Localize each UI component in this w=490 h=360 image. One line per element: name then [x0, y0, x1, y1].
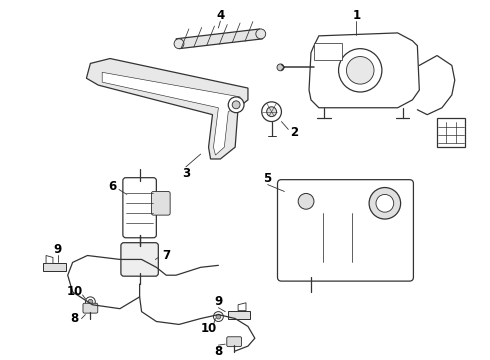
Circle shape: [232, 101, 240, 109]
FancyBboxPatch shape: [123, 178, 156, 238]
Text: 8: 8: [71, 312, 79, 325]
Text: 10: 10: [200, 322, 217, 335]
FancyBboxPatch shape: [227, 337, 242, 347]
Circle shape: [267, 107, 276, 117]
Text: 9: 9: [54, 243, 62, 256]
Circle shape: [174, 39, 184, 49]
Text: 4: 4: [216, 9, 224, 22]
Circle shape: [346, 57, 374, 84]
Circle shape: [298, 193, 314, 209]
Text: 7: 7: [162, 249, 170, 262]
Circle shape: [339, 49, 382, 92]
Circle shape: [376, 194, 394, 212]
Polygon shape: [102, 72, 240, 155]
Text: 3: 3: [182, 167, 190, 180]
FancyBboxPatch shape: [121, 243, 158, 276]
Polygon shape: [228, 311, 250, 319]
Circle shape: [277, 64, 284, 71]
Text: 5: 5: [264, 172, 272, 185]
FancyBboxPatch shape: [314, 43, 342, 60]
Text: 1: 1: [352, 9, 360, 22]
Text: 10: 10: [67, 285, 83, 298]
Circle shape: [214, 312, 223, 321]
Text: 2: 2: [290, 126, 298, 139]
Text: 9: 9: [214, 295, 222, 308]
Circle shape: [216, 314, 221, 319]
Circle shape: [85, 297, 95, 307]
Circle shape: [228, 97, 244, 113]
FancyBboxPatch shape: [151, 192, 170, 215]
Text: 6: 6: [108, 180, 116, 193]
Polygon shape: [46, 256, 53, 264]
Circle shape: [256, 29, 266, 39]
Polygon shape: [238, 303, 246, 311]
Polygon shape: [176, 29, 263, 49]
Polygon shape: [309, 33, 419, 108]
Polygon shape: [86, 59, 248, 159]
Circle shape: [369, 188, 401, 219]
Circle shape: [88, 299, 93, 304]
FancyBboxPatch shape: [83, 303, 98, 313]
Text: 8: 8: [214, 345, 222, 357]
FancyBboxPatch shape: [277, 180, 414, 281]
Polygon shape: [43, 264, 66, 271]
Circle shape: [262, 102, 281, 122]
Polygon shape: [437, 118, 465, 147]
